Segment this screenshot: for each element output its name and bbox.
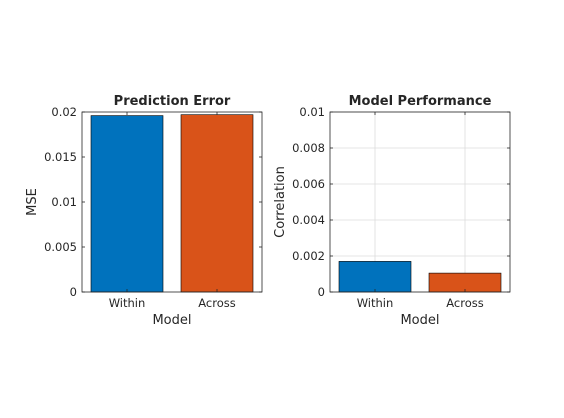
y-tick-label: 0.002 [292, 249, 325, 263]
y-tick-label: 0.004 [292, 213, 325, 227]
axes-box [329, 111, 511, 293]
y-tick-label: 0.01 [299, 105, 325, 119]
x-axis-label: Model [400, 313, 439, 328]
y-tick-label: 0.01 [51, 195, 77, 209]
x-axis-label: Model [152, 313, 191, 328]
y-tick-label: 0 [70, 285, 77, 299]
y-tick-label: 0.015 [44, 150, 77, 164]
x-tick-label: Within [109, 296, 146, 310]
bar-across [180, 114, 254, 293]
model-performance-chart: 0 0.002 0.004 0.006 0.008 0.01 Within Across Mod… [273, 94, 511, 328]
x-tick-label: Within [357, 296, 394, 310]
x-tick-label: Across [198, 296, 235, 310]
y-axis-label: MSE [25, 188, 40, 216]
y-tick-label: 0.02 [51, 105, 77, 119]
y-tick-label: 0.006 [292, 177, 325, 191]
bar-within [90, 115, 164, 293]
bar-within [338, 261, 412, 293]
chart-title: Model Performance [349, 94, 492, 109]
prediction-error-chart: 0 0.005 0.01 0.015 0.02 Within Across Predictio… [25, 94, 263, 328]
chart-title: Prediction Error [114, 94, 231, 109]
y-tick-label: 0 [318, 285, 325, 299]
y-axis-label: Correlation [273, 166, 288, 238]
x-tick-label: Across [446, 296, 483, 310]
y-tick-label: 0.005 [44, 240, 77, 254]
y-tick-label: 0.008 [292, 141, 325, 155]
